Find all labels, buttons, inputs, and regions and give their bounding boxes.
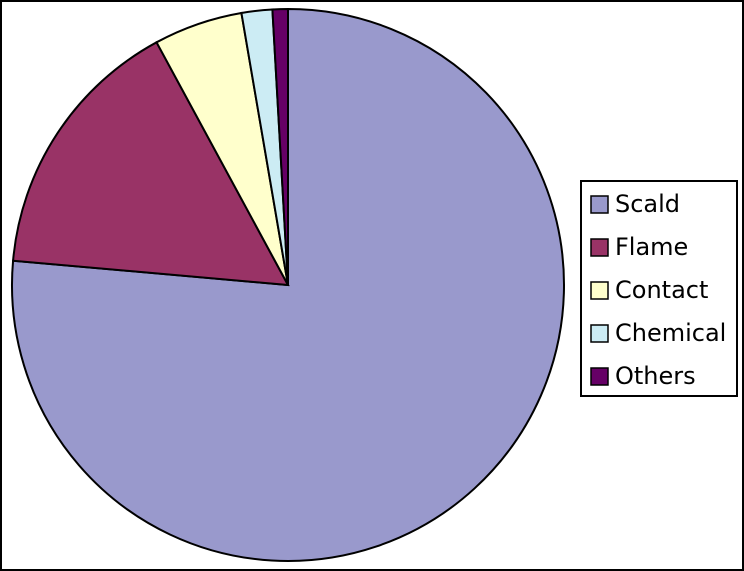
pie-slice [271, 7, 289, 286]
legend-swatch [590, 238, 609, 257]
legend-label: Contact [615, 276, 708, 304]
legend-label: Scald [615, 190, 680, 218]
legend-swatch [590, 281, 609, 300]
legend-label: Chemical [615, 319, 726, 347]
legend-swatch [590, 324, 609, 343]
legend-label: Others [615, 362, 696, 390]
legend-swatch [590, 195, 609, 214]
legend-swatch [590, 367, 609, 386]
legend-label: Flame [615, 233, 688, 261]
pie-slice [11, 40, 290, 287]
pie-slice [11, 7, 565, 562]
